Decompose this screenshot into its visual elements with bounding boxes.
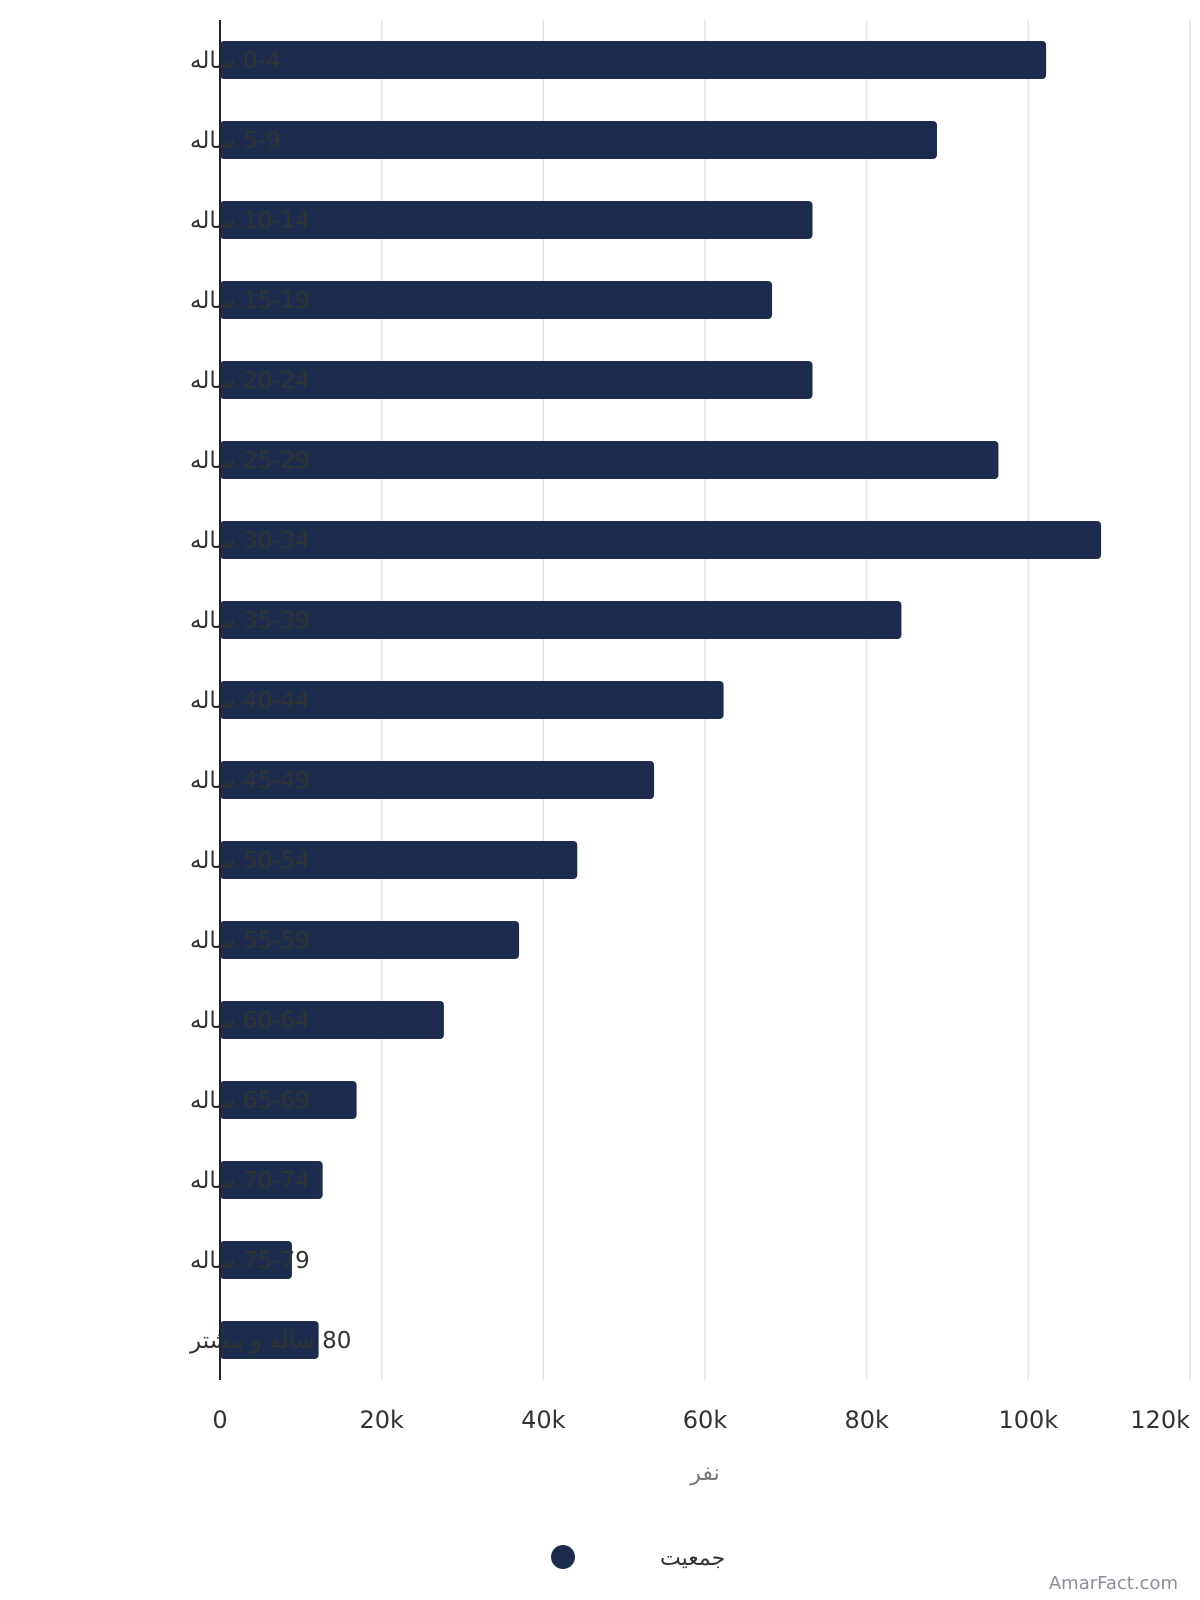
legend[interactable]: جمعیت	[551, 1545, 725, 1571]
category-label: 40-44 ساله	[190, 688, 310, 714]
bars	[220, 41, 1102, 1359]
bar[interactable]	[220, 361, 813, 399]
category-label: 25-29 ساله	[190, 448, 310, 474]
x-tick-label: 100k	[998, 1406, 1058, 1434]
category-label: 70-74 ساله	[190, 1168, 310, 1194]
legend-label: جمعیت	[660, 1546, 725, 1571]
bar[interactable]	[220, 1241, 292, 1279]
bar[interactable]	[220, 1001, 444, 1039]
category-label: 35-39 ساله	[190, 608, 310, 634]
category-label: 0-4 ساله	[190, 48, 281, 74]
category-label: 45-49 ساله	[190, 768, 310, 794]
category-label: 80 ساله و بیشتر	[189, 1328, 351, 1354]
category-label: 10-14 ساله	[190, 208, 310, 234]
x-axis-title: نفر	[689, 1461, 719, 1486]
category-label: 60-64 ساله	[190, 1008, 310, 1034]
bar[interactable]	[220, 761, 655, 799]
x-tick-label: 80k	[844, 1406, 889, 1434]
category-label: 55-59 ساله	[190, 928, 310, 954]
x-tick-label: 40k	[521, 1406, 566, 1434]
legend-swatch	[551, 1545, 575, 1569]
watermark: AmarFact.com	[1048, 1573, 1178, 1594]
bar[interactable]	[220, 201, 813, 239]
category-label: 65-69 ساله	[190, 1088, 310, 1114]
category-labels: 0-4 ساله 5-9 ساله 10-14 ساله 15-19 ساله 20-2…	[189, 48, 351, 1354]
bar[interactable]	[220, 1081, 357, 1119]
category-label: 50-54 ساله	[190, 848, 310, 874]
bar[interactable]	[220, 681, 724, 719]
category-label: 30-34 ساله	[190, 528, 310, 554]
bar[interactable]	[220, 41, 1047, 79]
bar[interactable]	[220, 601, 902, 639]
bar[interactable]	[220, 281, 773, 319]
category-label: 20-24 ساله	[190, 368, 310, 394]
category-label: 5-9 ساله	[190, 128, 281, 154]
bar[interactable]	[220, 121, 937, 159]
x-tick-label: 60k	[683, 1406, 728, 1434]
x-axis-ticks: 0 20k 40k 60k 80k 100k 120k	[212, 1406, 1190, 1434]
bar[interactable]	[220, 1321, 319, 1359]
bar[interactable]	[220, 921, 520, 959]
bar[interactable]	[220, 1161, 323, 1199]
category-label: 15-19 ساله	[190, 288, 310, 314]
x-tick-label: 120k	[1130, 1406, 1190, 1434]
x-tick-label: 0	[212, 1406, 227, 1434]
bar[interactable]	[220, 521, 1102, 559]
x-tick-label: 20k	[359, 1406, 404, 1434]
bar[interactable]	[220, 841, 578, 879]
bar[interactable]	[220, 441, 999, 479]
category-label: 75-79 ساله	[190, 1248, 310, 1274]
